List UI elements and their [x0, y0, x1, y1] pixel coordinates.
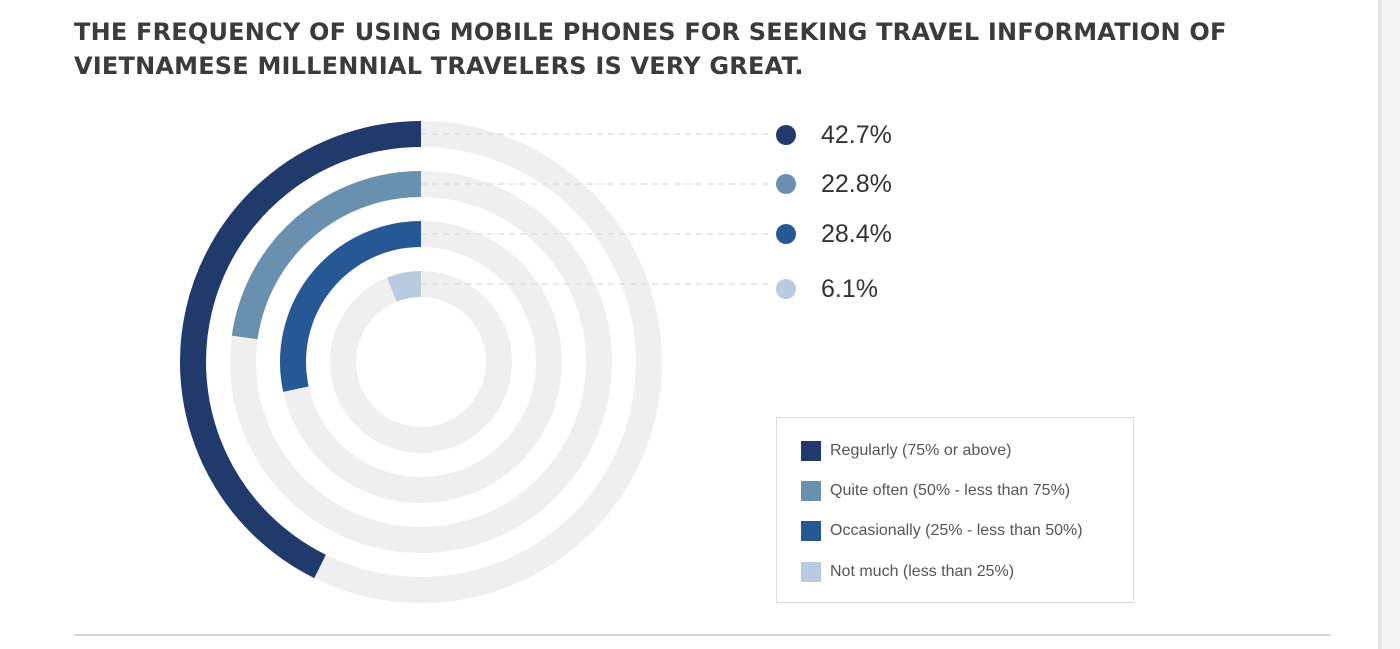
value-label-regularly: 42.7% — [821, 121, 892, 149]
ring-arcs — [180, 121, 422, 579]
legend-swatch-regularly — [801, 441, 821, 461]
ring-track-not-much — [330, 271, 512, 453]
leader-lines — [421, 133, 772, 285]
value-label-quite-often: 22.8% — [821, 170, 892, 198]
ring-arc-occasionally — [280, 221, 422, 392]
value-label-not-much: 6.1% — [821, 275, 878, 303]
legend-swatch-quite-often — [801, 481, 821, 501]
legend-item-occasionally: Occasionally (25% - less than 50%) — [801, 520, 1083, 542]
ring-arc-quite-often — [231, 171, 422, 340]
legend-label-quite-often: Quite often (50% - less than 75%) — [830, 482, 1071, 499]
ring-arc-not-much — [386, 271, 422, 302]
legend-swatch-not-much — [801, 562, 821, 582]
value-dot-not-much — [776, 279, 796, 299]
value-label-occasionally: 28.4% — [821, 220, 892, 248]
legend-item-regularly: Regularly (75% or above) — [801, 440, 1011, 462]
value-dot-regularly — [776, 125, 796, 145]
legend-label-regularly: Regularly (75% or above) — [830, 442, 1012, 459]
value-dot-occasionally — [776, 224, 796, 244]
legend-swatch-occasionally — [801, 521, 821, 541]
legend: Regularly (75% or above) Quite often (50… — [776, 417, 1134, 603]
bottom-divider — [74, 634, 1330, 636]
ring-arc-regularly — [180, 121, 422, 579]
value-dots — [776, 125, 796, 299]
value-labels: 42.7% 22.8% 28.4% 6.1% — [821, 121, 892, 303]
legend-label-occasionally: Occasionally (25% - less than 50%) — [830, 522, 1083, 539]
legend-item-not-much: Not much (less than 25%) — [801, 561, 1014, 583]
value-dot-quite-often — [776, 174, 796, 194]
legend-label-not-much: Not much (less than 25%) — [830, 563, 1015, 580]
legend-item-quite-often: Quite often (50% - less than 75%) — [801, 480, 1070, 502]
chart-title: THE FREQUENCY OF USING MOBILE PHONES FOR… — [74, 18, 1227, 80]
